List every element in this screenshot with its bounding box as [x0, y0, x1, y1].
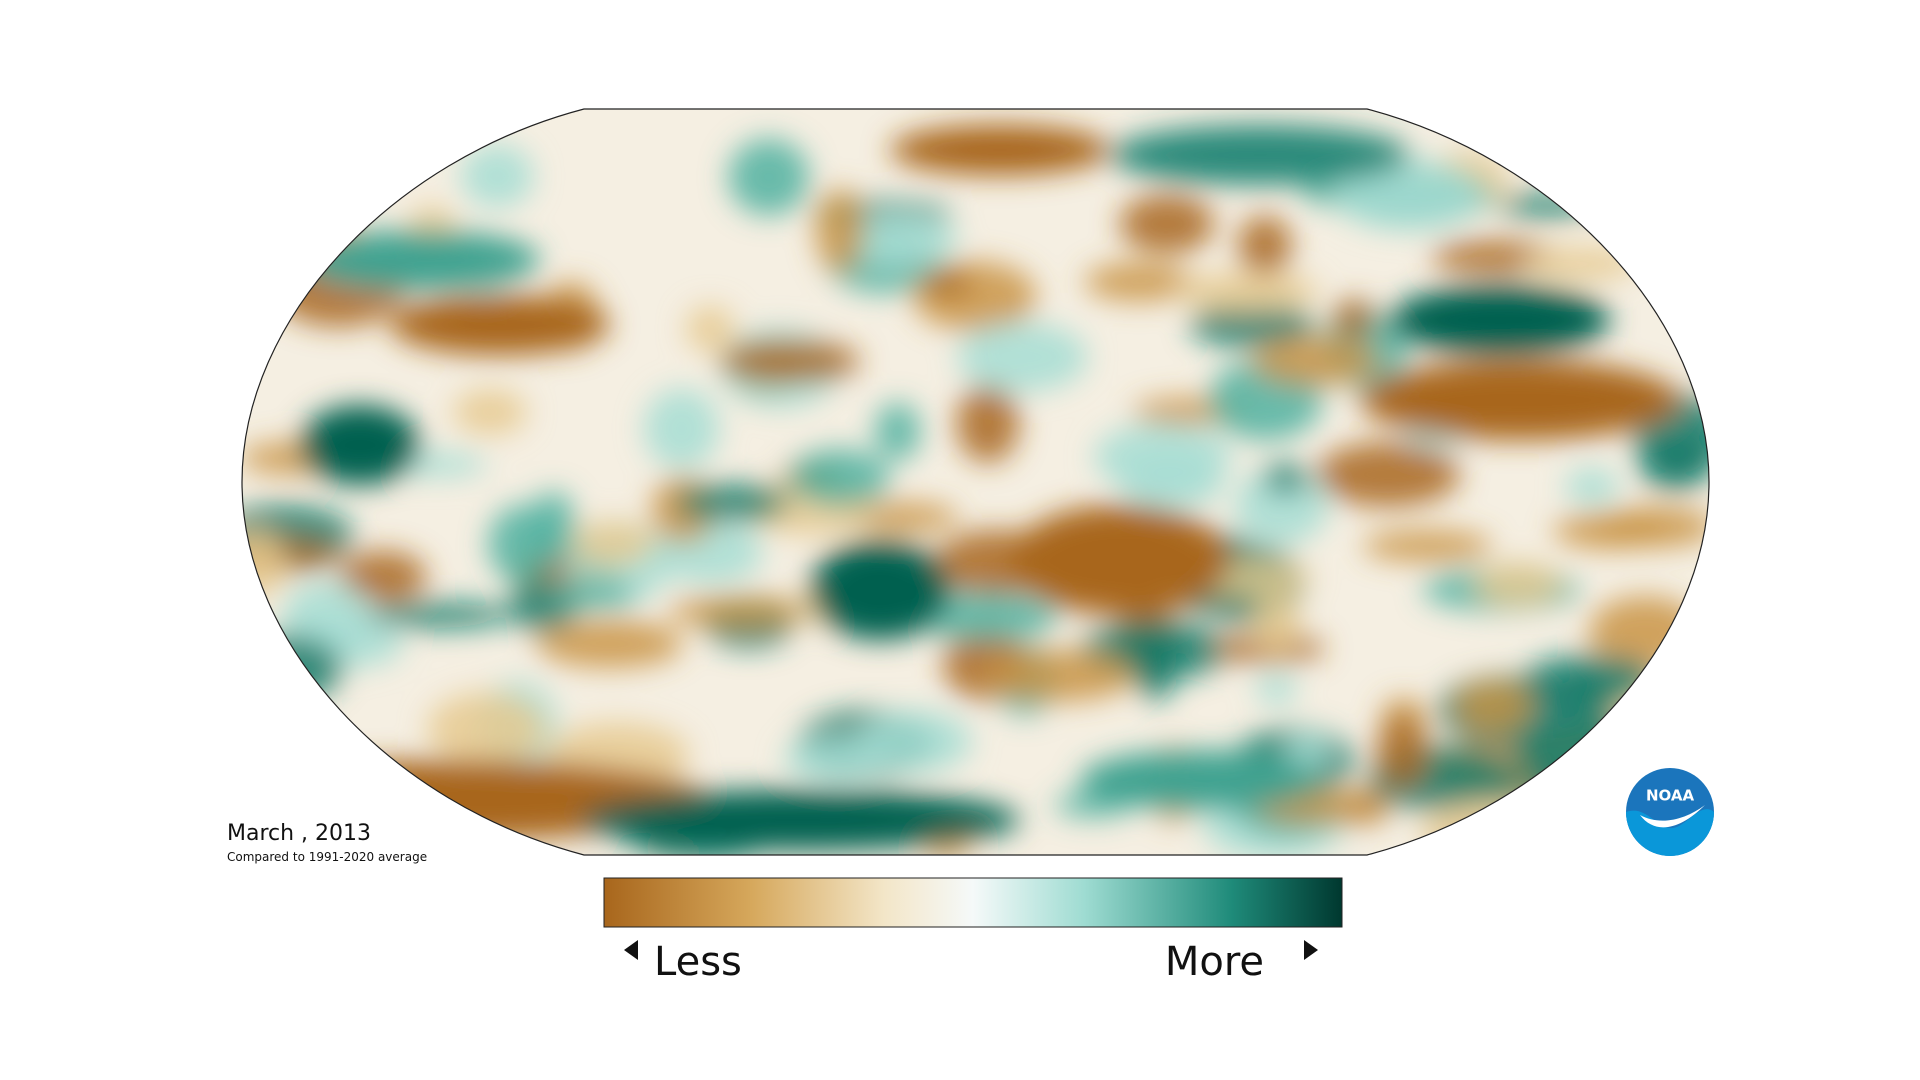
anomaly-blob	[1253, 590, 1300, 656]
anomaly-blob	[1235, 467, 1329, 544]
anomaly-blob	[1084, 262, 1195, 302]
anomaly-blob	[1189, 303, 1316, 348]
anomaly-blob	[1173, 272, 1320, 311]
anomaly-blob	[810, 540, 950, 640]
anomaly-blob	[573, 520, 656, 565]
anomaly-blob	[1094, 423, 1232, 491]
anomaly-blob	[924, 269, 971, 297]
anomaly-blob	[1252, 336, 1380, 386]
anomaly-blob	[1333, 298, 1375, 338]
anomaly-blob	[1332, 158, 1483, 231]
anomaly-blob	[667, 596, 813, 628]
anomaly-blob	[338, 550, 427, 603]
color-scale	[603, 877, 1343, 928]
anomaly-blob	[242, 634, 343, 703]
anomaly-blob	[1557, 109, 1614, 145]
arrow-left	[624, 940, 638, 960]
anomaly-blob	[643, 388, 720, 469]
anomaly-blob	[790, 448, 890, 507]
anomaly-blob	[242, 764, 288, 802]
anomaly-blob	[1362, 530, 1493, 562]
anomaly-blob	[1522, 247, 1641, 280]
map-subtitle: Compared to 1991-2020 average	[227, 850, 427, 864]
anomaly-blob	[300, 405, 420, 485]
anomaly-blob	[981, 648, 1135, 702]
anomaly-blob	[815, 188, 865, 273]
anomaly-blob	[1010, 505, 1230, 615]
anomaly-blob	[874, 402, 921, 461]
anomaly-blob	[855, 710, 972, 773]
anomaly-blob	[675, 483, 790, 522]
anomaly-blob	[242, 109, 301, 140]
anomaly-blob	[529, 491, 577, 562]
anomaly-blob	[685, 305, 735, 352]
arrow-right	[1304, 940, 1318, 960]
anomaly-blob	[1421, 799, 1577, 855]
anomaly-blob	[1593, 507, 1709, 547]
logo-bird	[1640, 805, 1705, 828]
noaa-logo: NOAA	[1626, 768, 1714, 856]
anomaly-blob	[1110, 125, 1410, 185]
anomaly-blob	[1315, 441, 1460, 508]
anomaly-blob	[837, 211, 958, 268]
anomaly-blob	[390, 295, 610, 355]
map-outline	[241, 108, 1710, 856]
anomaly-blob	[1360, 360, 1680, 440]
anomaly-blob	[1255, 673, 1297, 705]
anomaly-blob	[580, 790, 1020, 850]
anomaly-blob	[536, 619, 683, 668]
anomaly-blob	[719, 339, 860, 384]
anomaly-blob	[1560, 673, 1615, 729]
anomaly-blob	[1375, 715, 1430, 789]
anomaly-blob	[912, 261, 1037, 332]
anomaly-blob	[1263, 463, 1308, 495]
anomaly-blob	[546, 580, 638, 610]
legend-high-label: More	[1165, 939, 1264, 985]
anomaly-blob	[278, 202, 329, 234]
anomaly-blob	[282, 581, 371, 654]
anomaly-blob	[1237, 215, 1292, 277]
anomaly-blob	[460, 144, 534, 208]
anomaly-blob	[366, 602, 514, 629]
anomaly-blob	[453, 389, 528, 435]
anomaly-blob	[1564, 467, 1620, 505]
map-title: March , 2013	[227, 821, 371, 846]
anomaly-blob	[728, 138, 810, 216]
anomaly-blob	[242, 529, 287, 599]
map-field	[242, 109, 1709, 855]
anomaly-blob	[890, 125, 1110, 175]
anomaly-field	[242, 109, 1709, 855]
anomaly-blob	[956, 384, 1020, 463]
anomaly-blob	[957, 322, 1088, 392]
anomaly-blob	[1390, 285, 1610, 355]
logo-text: NOAA	[1646, 787, 1695, 805]
anomaly-blob	[264, 706, 318, 745]
anomaly-blob	[255, 109, 396, 160]
anomaly-blob	[300, 230, 540, 290]
anomaly-blob	[1474, 561, 1562, 607]
anomaly-blob	[1119, 194, 1215, 254]
anomaly-blob	[1080, 750, 1320, 810]
anomaly-blob	[426, 692, 546, 766]
legend-low-label: Less	[654, 939, 742, 985]
anomaly-blob	[1454, 679, 1533, 732]
